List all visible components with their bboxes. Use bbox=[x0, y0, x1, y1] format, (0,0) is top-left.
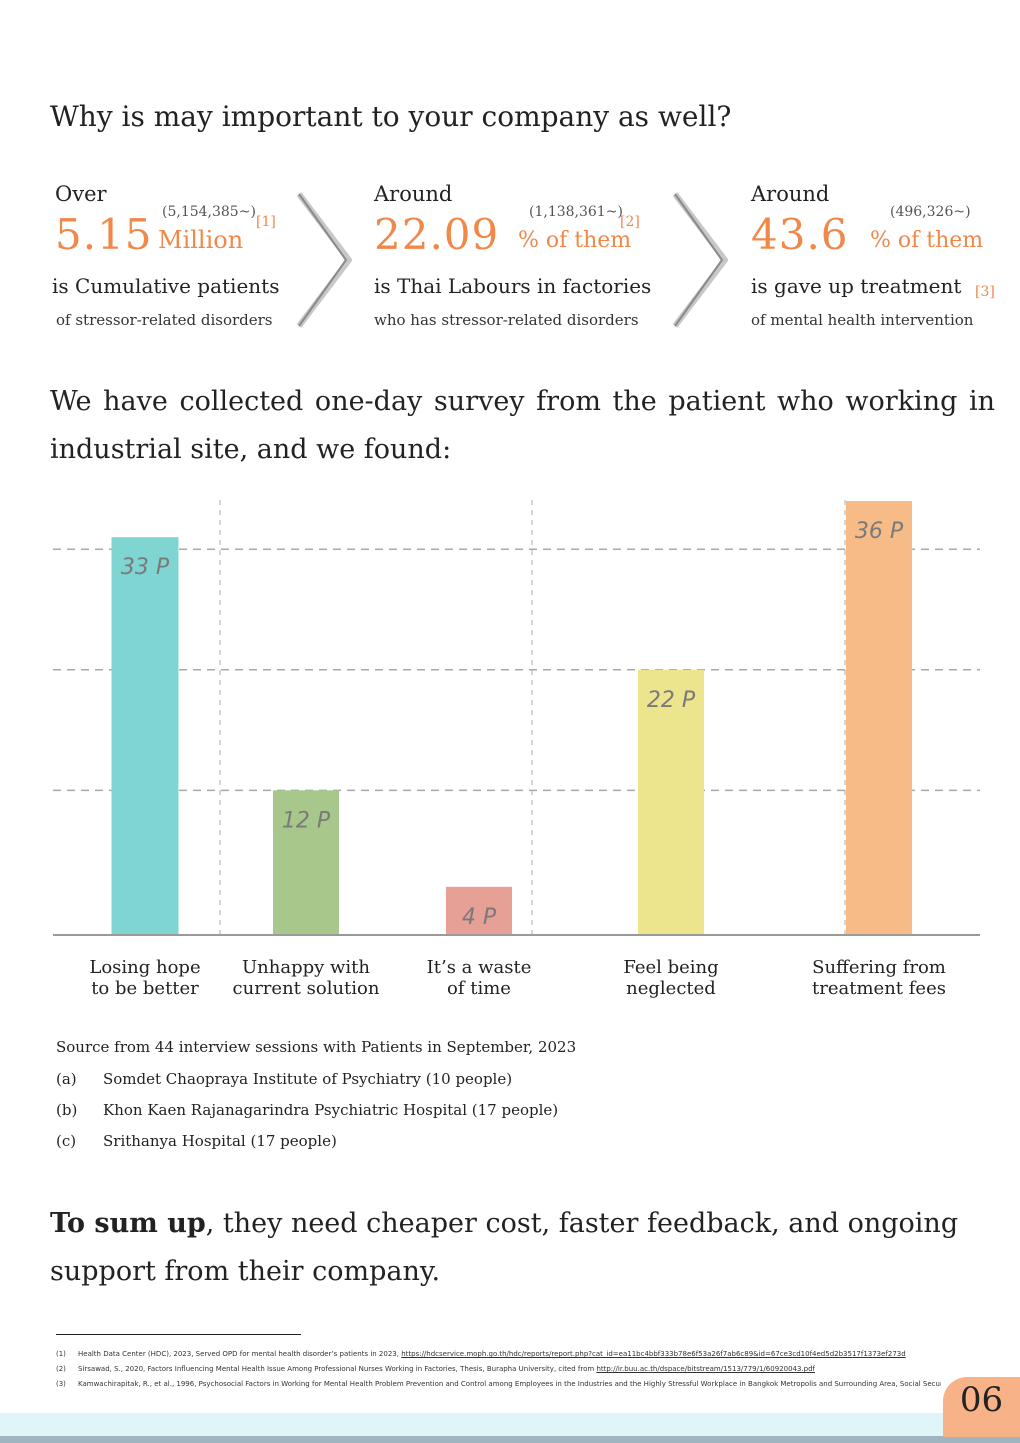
stat-big-number: 5.15 bbox=[55, 210, 153, 259]
footer-bar bbox=[0, 1413, 1020, 1437]
chart-data-label: 22 P bbox=[647, 688, 696, 713]
summary-text: , they need cheaper cost, faster feedbac… bbox=[50, 1208, 959, 1287]
chart-category-label: to be better bbox=[91, 978, 199, 999]
footnote-link[interactable]: https://hdcservice.moph.go.th/hdc/report… bbox=[401, 1350, 906, 1358]
source-marker-b: (b) bbox=[56, 1101, 78, 1119]
footnote-divider bbox=[56, 1334, 301, 1335]
chart-category-label: Feel being bbox=[623, 957, 718, 978]
footnote-text: Kamwachirapitak, R., et al., 1996, Psych… bbox=[78, 1380, 941, 1388]
stat-unit: Million bbox=[158, 226, 244, 254]
footnote-text: Sirsawad, S., 2020, Factors Influencing … bbox=[78, 1365, 597, 1373]
chart-category-label: Suffering from bbox=[812, 957, 946, 978]
summary-lead: To sum up bbox=[50, 1208, 206, 1239]
summary-paragraph: To sum up, they need cheaper cost, faste… bbox=[50, 1200, 985, 1296]
source-marker-c: (c) bbox=[56, 1132, 77, 1150]
chart-bar bbox=[846, 501, 912, 935]
page-number: 06 bbox=[959, 1380, 1004, 1420]
survey-intro-line-2: industrial site, and we found: bbox=[50, 434, 452, 465]
stat-ref: [1] bbox=[256, 214, 276, 230]
chart-data-label: 36 P bbox=[855, 519, 904, 544]
chevron-right-icon bbox=[296, 192, 352, 328]
source-item-b: Khon Kaen Rajanagarindra Psychiatric Hos… bbox=[103, 1101, 559, 1119]
chart-category-label: It’s a waste bbox=[427, 957, 532, 978]
stat-unit: % of them bbox=[870, 228, 984, 253]
stat-cumulative-patients: Over (5,154,385~) [1] 5.15 Million is Cu… bbox=[52, 180, 312, 340]
stat-sub: of stressor-related disorders bbox=[56, 311, 273, 329]
stat-main: is Thai Labours in factories bbox=[374, 274, 652, 298]
chart-bar bbox=[111, 537, 179, 935]
footer-line bbox=[0, 1436, 1020, 1443]
source-item-c: Srithanya Hospital (17 people) bbox=[103, 1132, 337, 1150]
stat-lead: Around bbox=[751, 182, 830, 206]
stat-paren: (5,154,385~) bbox=[162, 204, 256, 220]
stat-gave-up-treatment: Around (496,326~) 43.6 % of them is gave… bbox=[751, 180, 1011, 340]
stat-ref: [2] bbox=[620, 214, 640, 230]
source-item-a: Somdet Chaopraya Institute of Psychiatry… bbox=[103, 1070, 513, 1088]
footnote-number: (3) bbox=[56, 1380, 66, 1388]
page-number-tab bbox=[943, 1377, 1020, 1437]
footnote-2: (2) Sirsawad, S., 2020, Factors Influenci… bbox=[56, 1365, 815, 1373]
chevron-right-icon bbox=[672, 192, 728, 328]
chart-data-label: 12 P bbox=[282, 808, 331, 833]
stat-paren: (496,326~) bbox=[890, 204, 971, 220]
stat-lead: Around bbox=[374, 182, 453, 206]
page-heading: Why is may important to your company as … bbox=[50, 100, 732, 133]
chart-category-label: current solution bbox=[233, 978, 380, 999]
chart-category-label: neglected bbox=[626, 978, 716, 999]
stat-big-number: 22.09 bbox=[374, 210, 500, 259]
source-marker-a: (a) bbox=[56, 1070, 77, 1088]
chart-bar bbox=[446, 886, 512, 935]
stat-sub: who has stressor-related disorders bbox=[374, 311, 639, 329]
survey-intro-line-1: We have collected one-day survey from th… bbox=[50, 386, 995, 417]
chart-bar bbox=[638, 669, 704, 935]
chart-category-label: treatment fees bbox=[812, 978, 946, 999]
footnote-1: (1) Health Data Center (HDC), 2023, Serve… bbox=[56, 1350, 906, 1358]
chart-category-label: Losing hope bbox=[89, 957, 200, 978]
chart-data-label: 33 P bbox=[121, 555, 170, 580]
stat-main: is gave up treatment bbox=[751, 274, 962, 298]
stat-big-number: 43.6 bbox=[751, 210, 849, 259]
chart-category-label: Unhappy with bbox=[242, 957, 370, 978]
stat-sub: of mental health intervention bbox=[751, 311, 974, 329]
stat-thai-labours: Around (1,138,361~) [2] 22.09 % of them … bbox=[374, 180, 674, 340]
footnote-number: (2) bbox=[56, 1365, 66, 1373]
footnote-text: Health Data Center (HDC), 2023, Served O… bbox=[78, 1350, 402, 1358]
chart-bar bbox=[273, 790, 339, 935]
stat-paren: (1,138,361~) bbox=[529, 204, 623, 220]
stat-lead: Over bbox=[55, 182, 107, 206]
stat-unit: % of them bbox=[518, 228, 632, 253]
stat-main: is Cumulative patients bbox=[52, 274, 280, 298]
footnote-link[interactable]: http://ir.buu.ac.th/dspace/bitstream/151… bbox=[596, 1365, 815, 1373]
footnote-number: (1) bbox=[56, 1350, 66, 1358]
footnote-3: (3) Kamwachirapitak, R., et al., 1996, Ps… bbox=[56, 1380, 941, 1388]
source-title: Source from 44 interview sessions with P… bbox=[56, 1038, 577, 1056]
stat-ref: [3] bbox=[975, 284, 995, 300]
chart-data-label: 4 P bbox=[462, 905, 497, 930]
chart-category-label: of time bbox=[447, 978, 511, 999]
